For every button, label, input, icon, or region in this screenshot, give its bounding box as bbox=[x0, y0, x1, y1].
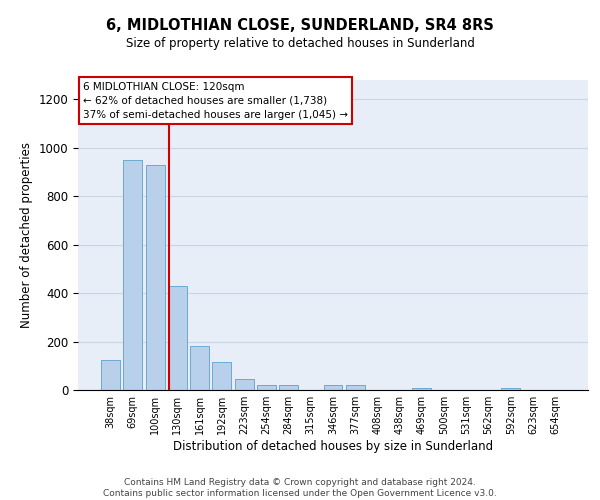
Bar bbox=[146, 165, 164, 390]
Bar bbox=[235, 379, 254, 390]
Y-axis label: Number of detached properties: Number of detached properties bbox=[20, 142, 33, 328]
Bar bbox=[212, 362, 231, 390]
Text: Size of property relative to detached houses in Sunderland: Size of property relative to detached ho… bbox=[125, 38, 475, 51]
Text: 6, MIDLOTHIAN CLOSE, SUNDERLAND, SR4 8RS: 6, MIDLOTHIAN CLOSE, SUNDERLAND, SR4 8RS bbox=[106, 18, 494, 32]
Bar bbox=[412, 388, 431, 390]
Text: 6 MIDLOTHIAN CLOSE: 120sqm
← 62% of detached houses are smaller (1,738)
37% of s: 6 MIDLOTHIAN CLOSE: 120sqm ← 62% of deta… bbox=[83, 82, 348, 120]
Bar bbox=[323, 385, 343, 390]
Bar bbox=[346, 385, 365, 390]
Bar bbox=[168, 286, 187, 390]
Text: Contains HM Land Registry data © Crown copyright and database right 2024.
Contai: Contains HM Land Registry data © Crown c… bbox=[103, 478, 497, 498]
Bar bbox=[101, 360, 120, 390]
Bar bbox=[257, 385, 276, 390]
Bar bbox=[279, 385, 298, 390]
Bar bbox=[124, 160, 142, 390]
Bar bbox=[190, 346, 209, 390]
X-axis label: Distribution of detached houses by size in Sunderland: Distribution of detached houses by size … bbox=[173, 440, 493, 453]
Bar bbox=[502, 388, 520, 390]
